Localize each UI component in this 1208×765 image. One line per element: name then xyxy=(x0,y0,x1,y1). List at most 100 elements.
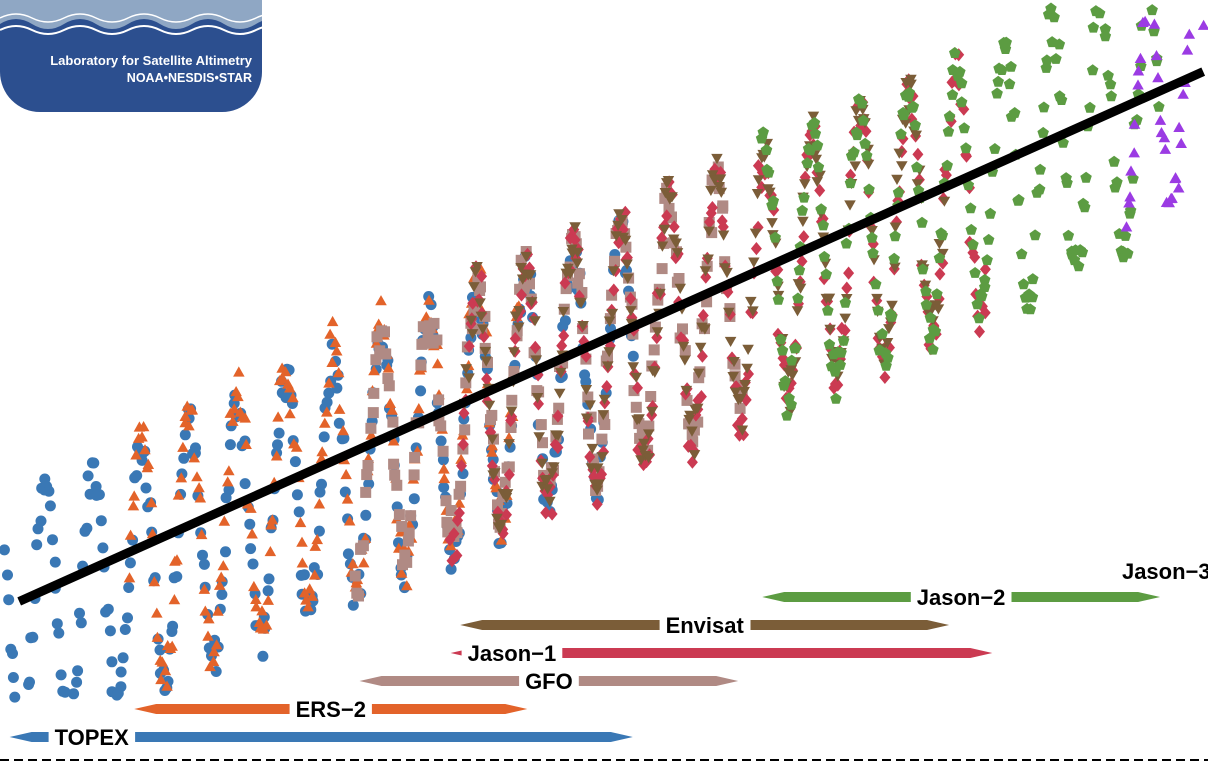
point-jason-1 xyxy=(506,410,518,424)
point-topex xyxy=(363,478,375,490)
point-jason-1 xyxy=(796,254,808,268)
point-gfo xyxy=(628,385,640,397)
point-topex xyxy=(321,396,333,408)
mission-label-bg xyxy=(48,728,136,746)
point-jason-1 xyxy=(478,330,490,344)
point-ers-2 xyxy=(159,665,172,676)
point-envisat xyxy=(889,262,901,273)
point-envisat xyxy=(491,513,503,524)
point-jason-1 xyxy=(503,468,515,482)
point-jason-1 xyxy=(448,527,460,541)
point-gfo xyxy=(435,420,447,432)
point-ers-2 xyxy=(179,410,192,421)
point-ers-2 xyxy=(375,295,387,306)
point-jason-2 xyxy=(837,334,850,346)
point-envisat xyxy=(471,262,483,273)
point-ers-2 xyxy=(300,594,312,605)
point-gfo xyxy=(466,323,478,335)
point-ers-2 xyxy=(486,446,498,457)
point-ers-2 xyxy=(387,435,400,446)
point-jason-1 xyxy=(697,308,709,323)
point-envisat xyxy=(692,368,705,379)
point-gfo xyxy=(553,402,565,414)
point-envisat xyxy=(513,322,525,333)
point-jason-2 xyxy=(927,343,939,355)
point-gfo xyxy=(349,570,361,582)
point-envisat xyxy=(703,226,715,237)
point-jason-1 xyxy=(695,390,707,404)
point-topex xyxy=(190,442,201,454)
point-ers-2 xyxy=(199,605,212,616)
point-ers-2 xyxy=(316,446,328,457)
point-ers-2 xyxy=(212,605,224,616)
point-ers-2 xyxy=(290,441,303,452)
point-jason-2 xyxy=(839,296,852,308)
point-topex xyxy=(93,489,105,501)
point-envisat xyxy=(749,228,762,239)
point-jason-2 xyxy=(1062,229,1075,241)
point-ers-2 xyxy=(287,392,299,403)
point-topex xyxy=(342,548,354,560)
point-topex xyxy=(95,515,107,527)
point-jason-2 xyxy=(898,109,910,121)
point-jason-2 xyxy=(796,204,808,216)
point-ers-2 xyxy=(222,476,234,487)
point-topex xyxy=(3,594,15,606)
point-jason-2 xyxy=(809,127,822,139)
point-topex xyxy=(82,470,94,482)
point-envisat xyxy=(871,293,883,304)
point-gfo xyxy=(459,424,471,436)
mission-label-bg xyxy=(461,644,563,662)
point-topex xyxy=(44,500,56,512)
point-jason-2 xyxy=(1017,278,1030,290)
point-gfo xyxy=(505,422,517,433)
point-envisat xyxy=(739,380,751,391)
point-jason-3 xyxy=(1132,79,1144,90)
point-jason-2 xyxy=(909,119,921,131)
point-jason-3 xyxy=(1154,114,1167,125)
point-ers-2 xyxy=(326,315,339,327)
point-topex xyxy=(257,650,269,662)
point-envisat xyxy=(674,283,686,294)
point-jason-2 xyxy=(889,230,901,242)
point-topex xyxy=(104,625,116,637)
point-ers-2 xyxy=(161,680,173,691)
point-jason-2 xyxy=(1104,78,1117,90)
point-jason-2 xyxy=(984,207,997,219)
point-gfo xyxy=(717,200,729,212)
point-gfo xyxy=(506,394,518,406)
point-gfo xyxy=(408,469,420,481)
point-gfo xyxy=(511,325,523,337)
point-envisat xyxy=(630,372,642,383)
point-jason-1 xyxy=(552,440,564,455)
point-envisat xyxy=(662,176,675,187)
point-jason-2 xyxy=(936,229,949,241)
point-jason-2 xyxy=(785,354,798,366)
point-gfo xyxy=(583,428,594,440)
mission-label-jason-1: Jason−1 xyxy=(468,641,557,666)
point-envisat xyxy=(807,111,820,122)
point-topex xyxy=(131,470,143,482)
point-envisat xyxy=(536,458,548,469)
point-envisat xyxy=(910,130,922,141)
point-topex xyxy=(627,350,639,362)
point-envisat xyxy=(654,288,666,299)
point-jason-2 xyxy=(1041,54,1053,66)
point-ers-2 xyxy=(384,397,396,408)
point-gfo xyxy=(445,505,457,516)
point-envisat xyxy=(541,484,554,495)
point-topex xyxy=(360,509,372,521)
point-ers-2 xyxy=(431,358,444,369)
point-gfo xyxy=(428,317,440,329)
point-jason-1 xyxy=(685,438,697,452)
point-ers-2 xyxy=(227,415,239,426)
point-topex xyxy=(140,482,152,494)
point-topex xyxy=(47,534,58,546)
point-ers-2 xyxy=(486,440,498,451)
point-jason-3 xyxy=(1128,118,1141,129)
point-ers-2 xyxy=(313,498,326,509)
point-envisat xyxy=(723,307,735,318)
point-envisat xyxy=(627,362,639,373)
mission-label-gfo: GFO xyxy=(525,669,573,694)
point-gfo xyxy=(515,254,527,266)
